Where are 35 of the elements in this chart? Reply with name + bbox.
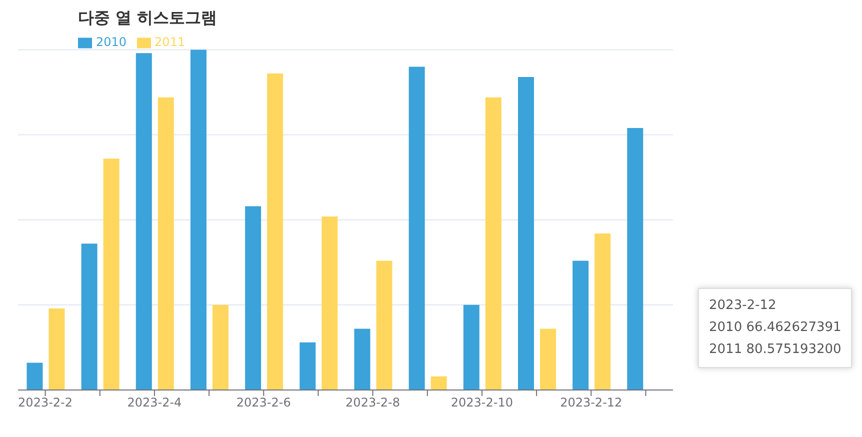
bar xyxy=(267,74,284,390)
x-tick-label: 2023-2-4 xyxy=(127,396,182,410)
bar xyxy=(322,216,338,390)
bar xyxy=(463,304,480,390)
bar xyxy=(81,244,98,390)
bar xyxy=(158,97,174,390)
bar xyxy=(103,158,120,390)
bar xyxy=(518,76,534,390)
bar xyxy=(26,362,43,390)
x-tick-label: 2023-2-2 xyxy=(18,396,73,410)
text: 2010 66.462627391 xyxy=(709,319,842,337)
bar xyxy=(300,342,316,390)
bar xyxy=(48,308,65,390)
bar xyxy=(376,260,392,390)
bar xyxy=(594,233,611,390)
bar xyxy=(572,260,589,390)
bar xyxy=(212,304,228,390)
text: 2023-2-12 xyxy=(709,297,778,315)
bar xyxy=(485,97,502,390)
chart-title: 다중 열 히스토그램 xyxy=(77,8,218,29)
x-tick-label: 2023-2-8 xyxy=(346,396,400,410)
bar xyxy=(136,53,152,390)
text: 2011 80.575193200 xyxy=(709,341,842,359)
legend-label: 2010 xyxy=(96,35,127,49)
bar xyxy=(190,50,206,390)
x-tick-label: 2023-2-10 xyxy=(450,396,514,410)
x-tick-label: 2023-2-6 xyxy=(236,396,291,410)
bar xyxy=(245,206,262,390)
bar xyxy=(430,376,447,390)
bar xyxy=(540,328,556,390)
x-tick-label: 2023-2-12 xyxy=(560,396,622,410)
legend-label: 2011 xyxy=(154,35,186,49)
bar xyxy=(408,66,425,390)
bar xyxy=(354,328,370,390)
bar xyxy=(627,128,644,390)
